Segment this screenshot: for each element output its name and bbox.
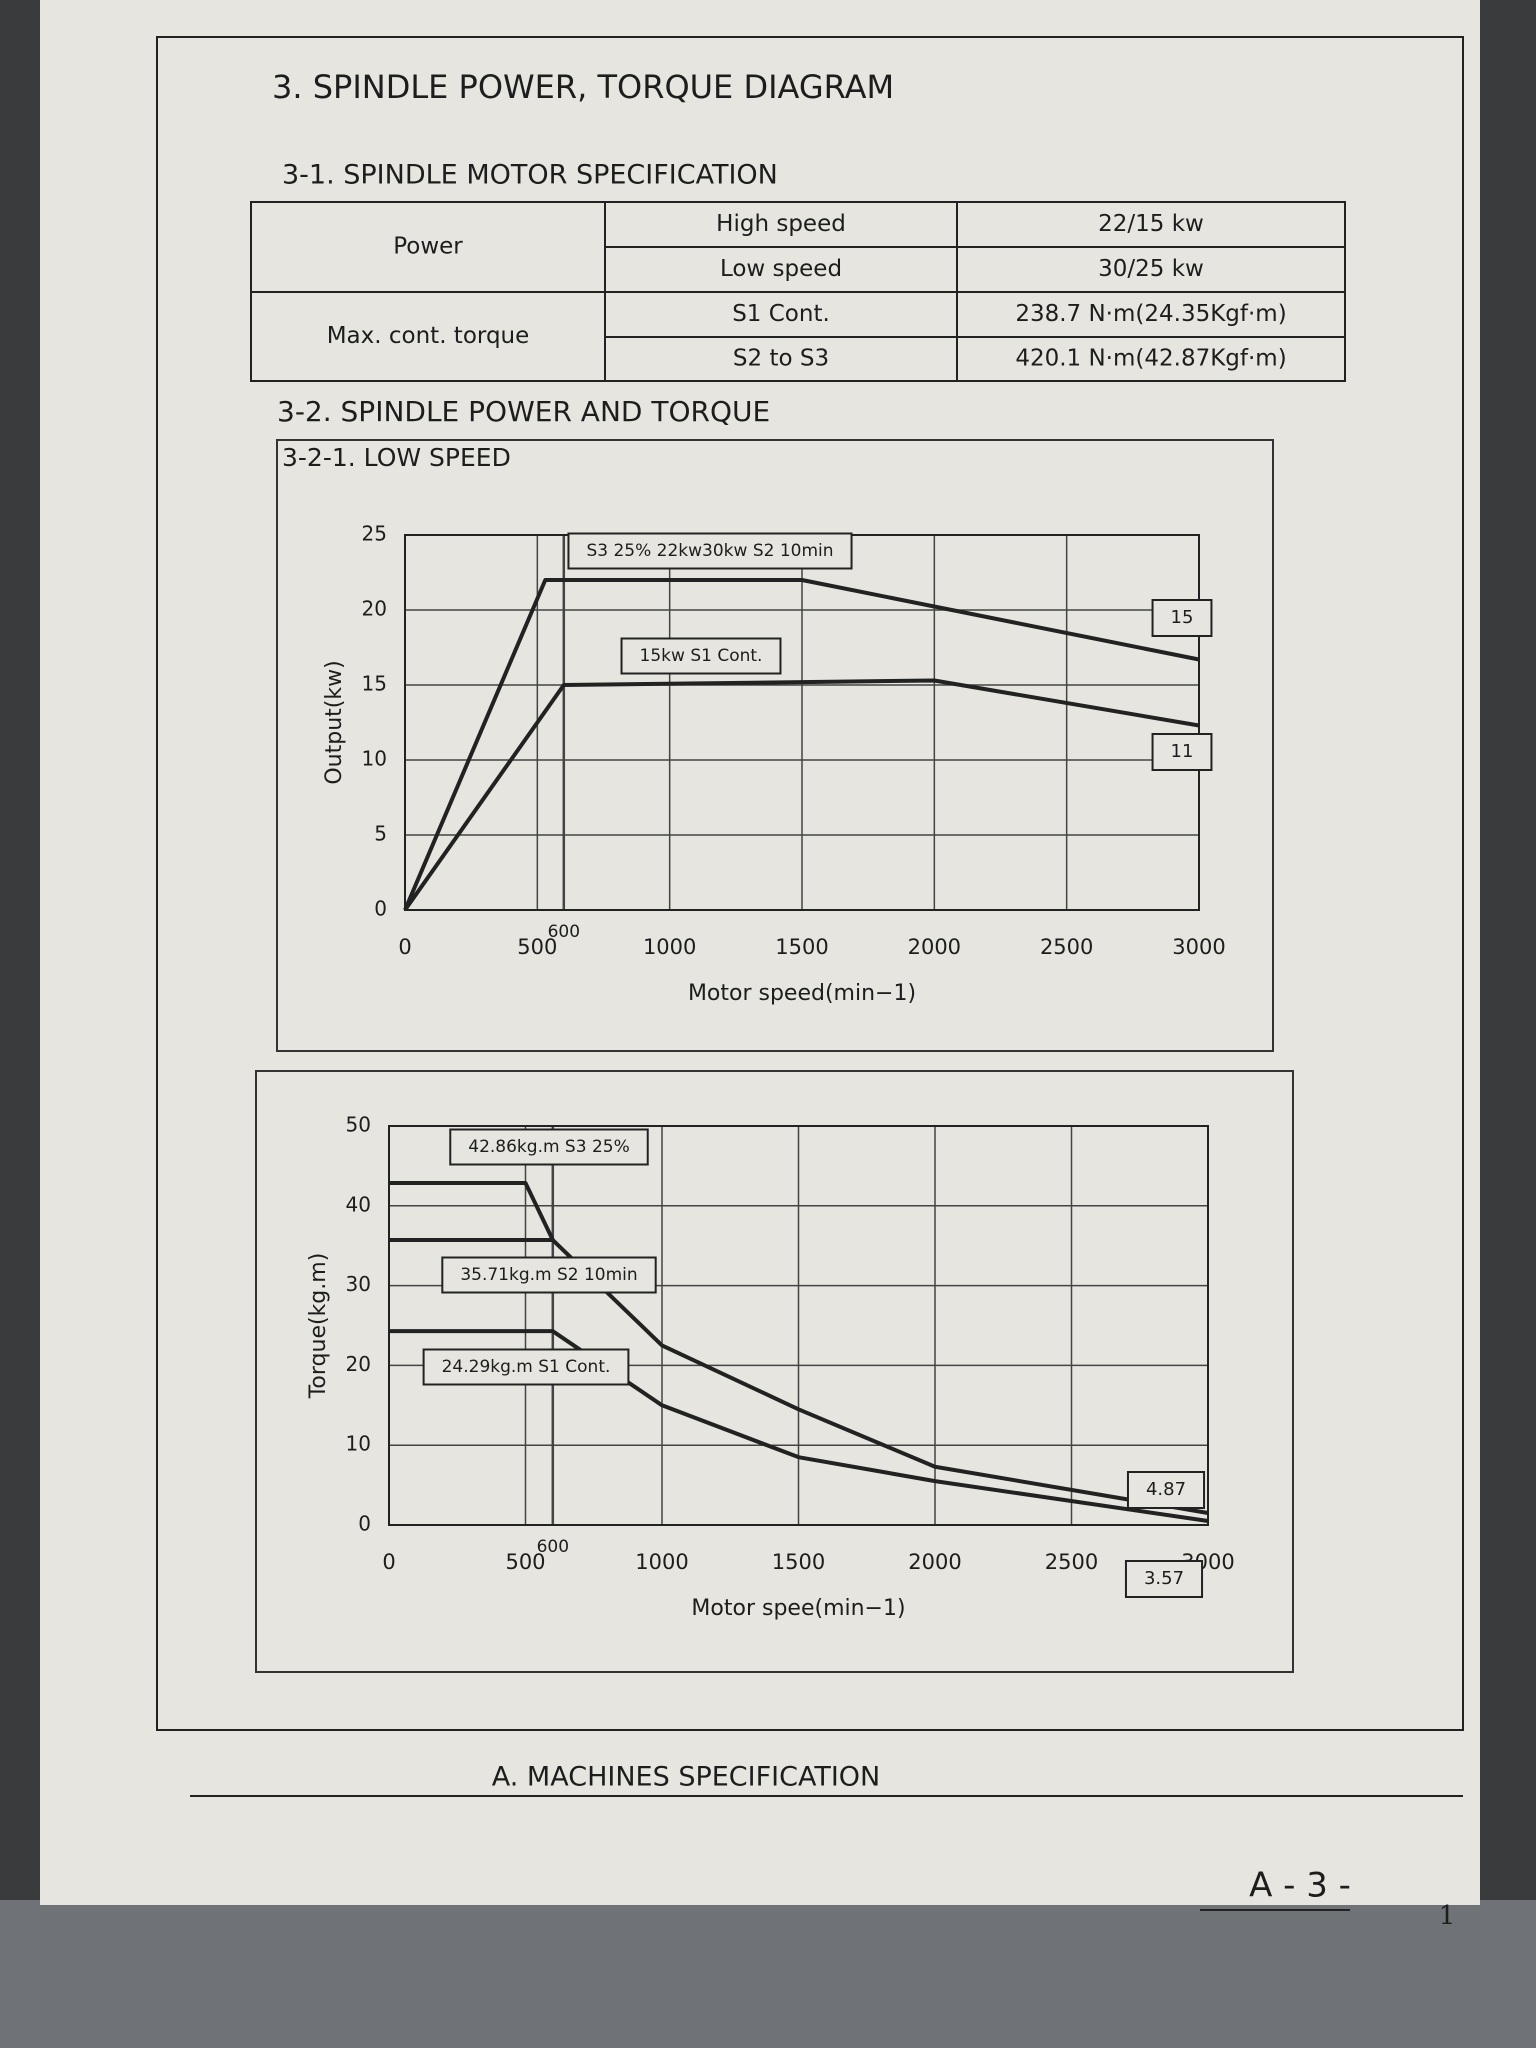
table-cell: Low speed: [720, 256, 842, 282]
label-box: [449, 1128, 649, 1166]
table-cell: 22/15 kw: [1098, 211, 1204, 237]
table-cell: High speed: [716, 211, 846, 237]
label-box: [441, 1256, 657, 1294]
x-tick-label: 500: [517, 935, 557, 959]
series-line: [403, 678, 1200, 912]
label-box: [1151, 599, 1213, 637]
x-tick-label: 2500: [1045, 1550, 1098, 1574]
x-tick-label: 1500: [775, 935, 828, 959]
table-cell: S2 to S3: [733, 346, 829, 372]
table-cell: Power: [393, 234, 463, 260]
table-cell: Max. cont. torque: [327, 323, 530, 349]
y-tick-label: 10: [346, 1432, 371, 1456]
table-cell: 238.7 N·m(24.35Kgf·m): [1015, 301, 1286, 327]
series-line: [389, 1329, 1209, 1523]
x-tick-label: 600: [537, 1537, 569, 1557]
y-tick-label: 0: [374, 897, 387, 921]
paper: [40, 0, 1480, 1905]
label-box: [1124, 1560, 1204, 1598]
y-tick-label: 50: [346, 1113, 371, 1137]
y-tick-label: 5: [374, 822, 387, 846]
x-tick-label: 0: [382, 1550, 395, 1574]
section-heading: 3-1. SPINDLE MOTOR SPECIFICATION: [282, 160, 778, 191]
x-tick-label: 600: [548, 922, 580, 942]
y-axis-label: Torque(kg.m): [306, 1253, 331, 1400]
x-axis-label: Motor speed(min−1): [688, 981, 916, 1006]
x-tick-label: 2000: [908, 935, 961, 959]
y-tick-label: 0: [358, 1512, 371, 1536]
table-cell: S1 Cont.: [732, 301, 830, 327]
label-box: [1151, 733, 1213, 771]
x-tick-label: 0: [398, 935, 411, 959]
chart-frame: [276, 439, 1274, 1052]
series-label: 3.57: [1144, 1568, 1184, 1589]
x-tick-label: 1000: [635, 1550, 688, 1574]
page-title: 3. SPINDLE POWER, TORQUE DIAGRAM: [272, 68, 894, 106]
table-cell: 420.1 N·m(42.87Kgf·m): [1015, 346, 1286, 372]
chart-frame: [255, 1070, 1294, 1673]
series-label: 15: [1171, 607, 1194, 628]
series-label: 4.87: [1146, 1479, 1186, 1500]
y-tick-label: 25: [362, 522, 387, 546]
section-heading: 3-2. SPINDLE POWER AND TORQUE: [277, 395, 770, 428]
label-box: [1126, 1471, 1206, 1509]
x-tick-label: 1500: [772, 1550, 825, 1574]
y-tick-label: 30: [346, 1272, 371, 1296]
y-axis-label: Output(kw): [322, 660, 347, 784]
table-cell: 30/25 kw: [1098, 256, 1204, 282]
series-label: 24.29kg.m S1 Cont.: [442, 1357, 611, 1377]
series-label: 35.71kg.m S2 10min: [460, 1265, 637, 1285]
series-label: S3 25% 22kw30kw S2 10min: [586, 541, 833, 561]
spec-table: Power High speed 22/15 kw Low speed 30/25 kw…: [250, 201, 1346, 382]
sheet-number: 1: [1439, 1901, 1456, 1931]
y-tick-label: 20: [362, 597, 387, 621]
x-axis-label: Motor spee(min−1): [691, 1596, 905, 1621]
footer-section: A. MACHINES SPECIFICATION: [492, 1762, 880, 1793]
x-tick-label: 1000: [643, 935, 696, 959]
floor: [0, 1900, 1536, 2048]
series-line: [389, 1180, 1209, 1516]
x-tick-label: 2500: [1040, 935, 1093, 959]
y-tick-label: 40: [346, 1192, 371, 1216]
x-tick-label: 3000: [1172, 935, 1225, 959]
page-number: A - 3 -: [1249, 1866, 1351, 1906]
label-box: [567, 532, 853, 570]
series-label: 11: [1171, 741, 1194, 762]
label-box: [422, 1348, 630, 1386]
y-tick-label: 20: [346, 1352, 371, 1376]
series-line: [403, 578, 1200, 911]
label-box: [620, 637, 782, 675]
x-tick-label: 500: [505, 1550, 545, 1574]
page-border: [156, 36, 1464, 1731]
x-tick-label: 2000: [908, 1550, 961, 1574]
series-label: 15kw S1 Cont.: [640, 646, 763, 666]
plot-border: [388, 1125, 1209, 1526]
subsection-heading: 3-2-1. LOW SPEED: [282, 443, 511, 472]
y-tick-label: 10: [362, 747, 387, 771]
series-label: 42.86kg.m S3 25%: [468, 1137, 629, 1157]
y-tick-label: 15: [362, 672, 387, 696]
